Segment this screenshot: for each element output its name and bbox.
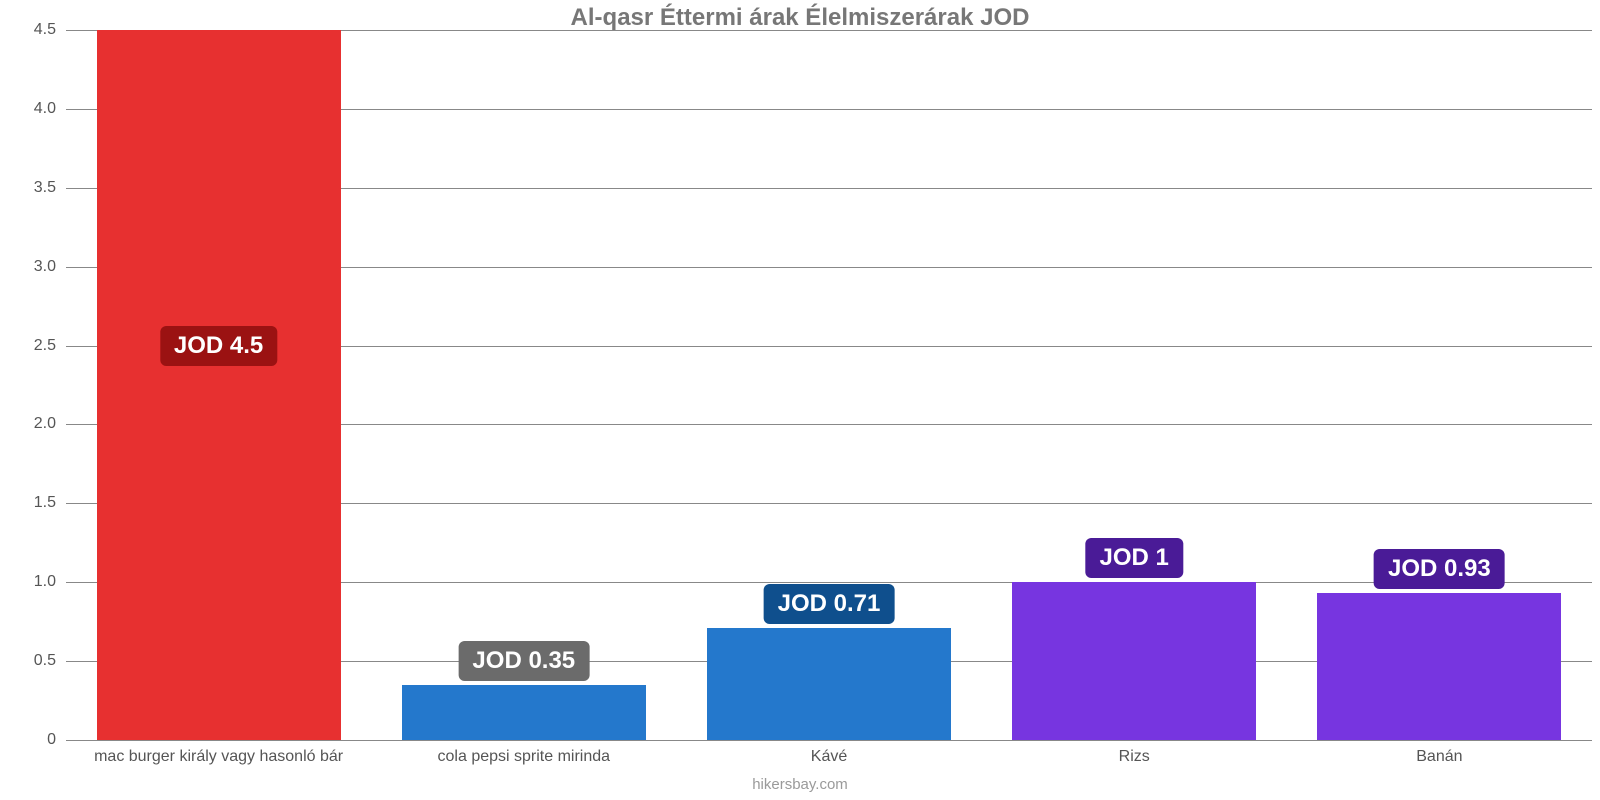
bar xyxy=(707,628,951,740)
y-tick-label: 0 xyxy=(16,731,56,749)
y-tick-label: 3.0 xyxy=(16,258,56,276)
value-label: JOD 4.5 xyxy=(160,326,277,366)
credit-text: hikersbay.com xyxy=(0,776,1600,793)
y-tick-label: 2.5 xyxy=(16,337,56,355)
x-tick-label: Kávé xyxy=(811,748,847,766)
x-tick-label: Banán xyxy=(1416,748,1462,766)
y-tick-label: 4.0 xyxy=(16,100,56,118)
chart-title: Al-qasr Éttermi árak Élelmiszerárak JOD xyxy=(0,4,1600,32)
x-tick-label: Rizs xyxy=(1119,748,1150,766)
bar xyxy=(402,685,646,740)
x-tick-label: mac burger király vagy hasonló bár xyxy=(94,748,343,766)
plot-area: 00.51.01.52.02.53.03.54.04.5mac burger k… xyxy=(66,30,1592,740)
x-tick-label: cola pepsi sprite mirinda xyxy=(438,748,611,766)
value-label: JOD 0.35 xyxy=(458,641,589,681)
value-label: JOD 0.71 xyxy=(764,584,895,624)
y-tick-label: 1.5 xyxy=(16,494,56,512)
bar xyxy=(1012,582,1256,740)
y-tick-label: 0.5 xyxy=(16,652,56,670)
bar xyxy=(1317,593,1561,740)
value-label: JOD 0.93 xyxy=(1374,549,1505,589)
y-tick-label: 3.5 xyxy=(16,179,56,197)
y-tick-label: 1.0 xyxy=(16,573,56,591)
bar xyxy=(97,30,341,740)
value-label: JOD 1 xyxy=(1086,538,1183,578)
y-tick-label: 4.5 xyxy=(16,21,56,39)
y-tick-label: 2.0 xyxy=(16,415,56,433)
grid-line xyxy=(66,740,1592,741)
